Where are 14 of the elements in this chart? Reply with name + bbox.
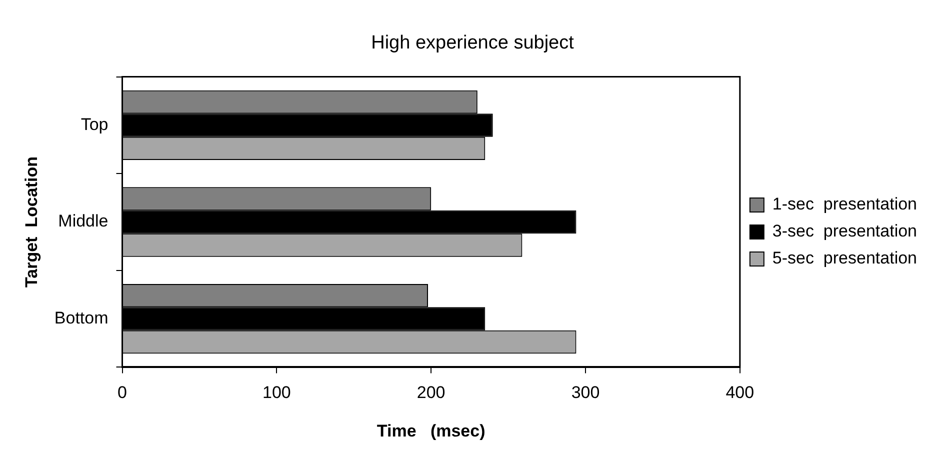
y-axis-title: Target Location: [22, 156, 41, 288]
x-tick-label: 200: [416, 383, 446, 402]
y-tick-label: Middle: [58, 212, 108, 231]
legend-label: 3-sec presentation: [772, 222, 918, 241]
x-axis-title: Time (msec): [376, 421, 486, 440]
legend-label: 5-sec presentation: [772, 248, 918, 268]
x-tick-label: 0: [118, 383, 127, 402]
x-tick-label: 400: [726, 383, 754, 402]
x-tick-label: 100: [262, 383, 291, 402]
legend-label: 1-sec presentation: [772, 194, 918, 214]
y-tick-label: Top: [80, 114, 108, 134]
y-tick-label: Bottom: [54, 308, 108, 328]
x-tick-label: 300: [571, 383, 600, 402]
chart-title: High experience subject: [371, 32, 575, 54]
